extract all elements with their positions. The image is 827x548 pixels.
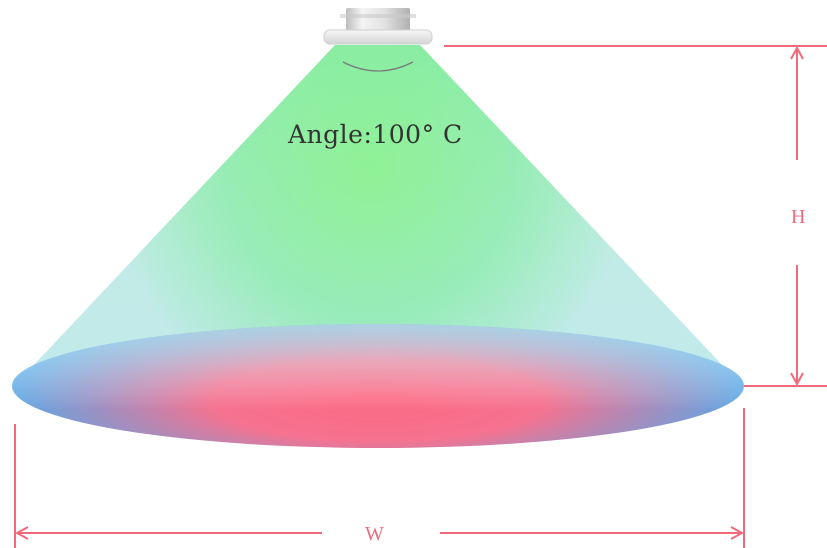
illumination-area-highlight (12, 324, 744, 448)
light-beam-haze (14, 45, 742, 386)
beam-angle-label: Angle:100° C (288, 120, 463, 149)
width-label: W (361, 523, 388, 545)
height-dimension (444, 45, 827, 387)
beam-angle-arc (342, 61, 414, 72)
height-label: H (789, 204, 808, 230)
light-fixture (323, 8, 433, 45)
width-dimension (14, 408, 745, 548)
